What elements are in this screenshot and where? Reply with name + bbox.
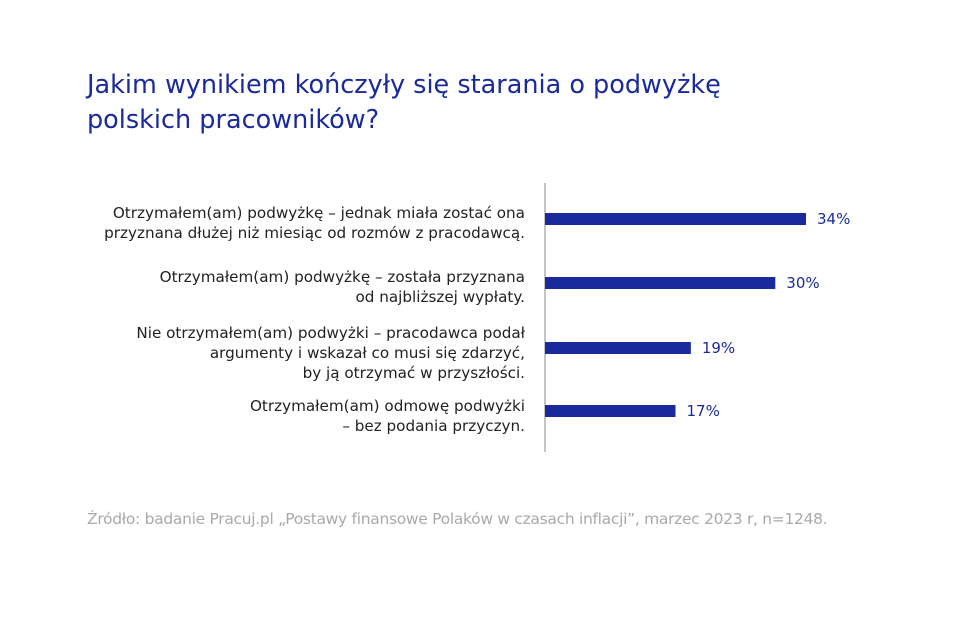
category-label-line: argumenty i wskazał co musi się zdarzyć, — [209, 344, 525, 362]
category-label-line: by ją otrzymać w przyszłości. — [302, 364, 525, 382]
chart-title: Jakim wynikiem kończyły się starania o p… — [87, 68, 847, 138]
category-label-line: – bez podania przyczyn. — [342, 417, 525, 435]
category-label-line: Otrzymałem(am) podwyżkę – została przyzn… — [159, 268, 525, 286]
category-label-line: od najbliższej wypłaty. — [355, 288, 525, 306]
category-label: Otrzymałem(am) odmowę podwyżki – bez poda… — [250, 396, 525, 436]
bar-value-label: 19% — [702, 339, 735, 357]
category-label: Otrzymałem(am) podwyżkę – jednak miała z… — [104, 203, 525, 243]
category-label: Otrzymałem(am) podwyżkę – została przyzn… — [160, 267, 525, 307]
category-label: Nie otrzymałem(am) podwyżki – pracodawca… — [136, 323, 525, 383]
bar — [545, 342, 691, 354]
category-label-line: Otrzymałem(am) odmowę podwyżki — [249, 397, 525, 415]
bar — [545, 213, 806, 225]
category-label-line: Nie otrzymałem(am) podwyżki – pracodawca… — [136, 324, 525, 342]
bar-value-label: 17% — [687, 402, 720, 420]
bar-value-label: 34% — [817, 210, 850, 228]
bar — [545, 277, 776, 289]
category-label-line: przyznana dłużej niż miesiąc od rozmów z… — [104, 224, 525, 242]
chart-title-line: Jakim wynikiem kończyły się starania o p… — [87, 70, 721, 100]
chart-title-line: polskich pracowników? — [87, 105, 380, 135]
bar-value-label: 30% — [786, 274, 819, 292]
category-label-line: Otrzymałem(am) podwyżkę – jednak miała z… — [112, 204, 525, 222]
source-note: Źródło: badanie Pracuj.pl „Postawy finan… — [87, 510, 828, 528]
bar — [545, 405, 676, 417]
